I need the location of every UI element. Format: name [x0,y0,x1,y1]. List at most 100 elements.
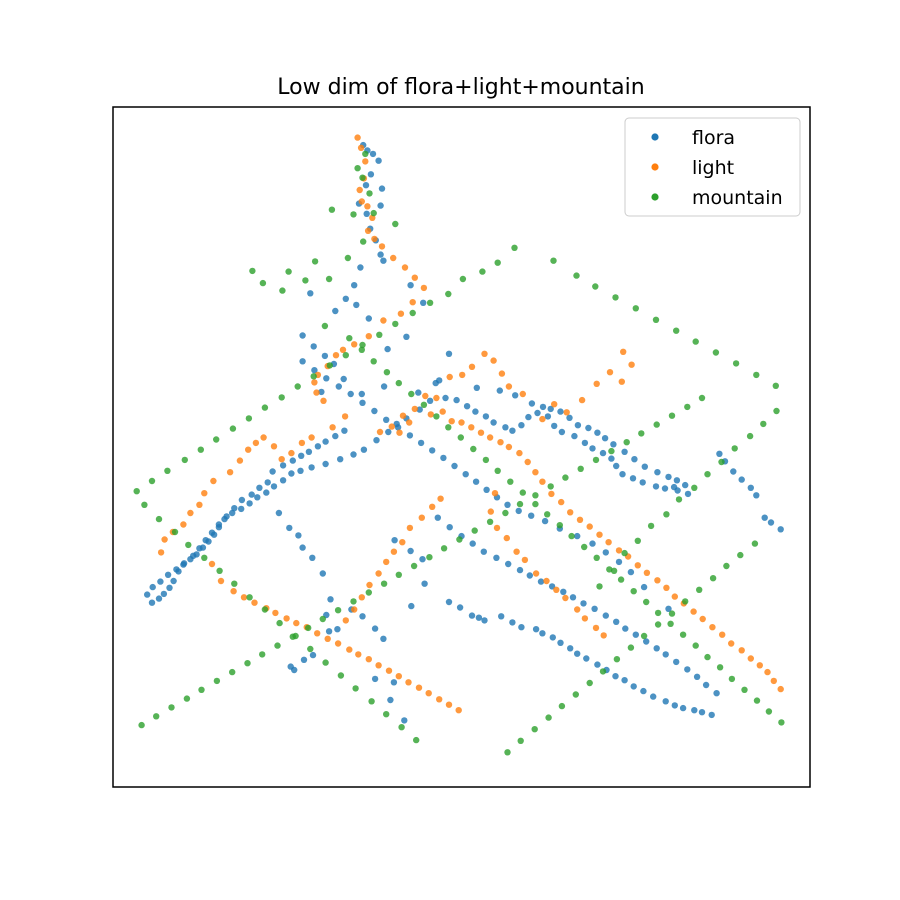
point-mountain [640,632,648,640]
point-light [777,685,784,693]
point-flora [622,625,629,632]
point-flora [342,295,349,302]
point-flora [288,470,295,477]
point-flora [380,635,387,642]
point-mountain [305,624,312,632]
point-flora [557,408,564,415]
point-flora [434,514,441,521]
point-light [663,584,670,591]
point-light [505,443,513,451]
point-mountain [654,621,662,628]
point-light [455,707,462,714]
point-mountain [502,509,509,517]
point-flora [518,422,525,429]
point-flora [610,441,617,448]
point-mountain [354,165,361,172]
point-flora [480,548,487,555]
point-mountain [577,465,584,472]
point-mountain [773,407,780,415]
point-flora [307,290,314,297]
point-flora [299,358,306,365]
point-flora [453,396,460,404]
point-mountain [153,713,160,720]
point-light [600,632,607,639]
point-light [487,508,494,515]
point-flora [323,375,330,382]
point-mountain [380,580,388,587]
point-mountain [545,714,552,721]
point-flora [619,471,626,478]
point-flora [359,399,366,406]
point-light [513,548,520,555]
point-light [397,310,405,317]
point-mountain [213,677,221,685]
point-light [420,284,428,292]
point-light [380,317,387,324]
point-mountain [647,522,655,530]
point-light [486,434,494,441]
point-mountain [632,305,639,312]
point-mountain [573,272,580,279]
point-light [366,581,373,589]
point-flora [351,282,358,289]
point-light [240,594,248,601]
point-light [365,656,372,663]
point-mountain [285,268,292,275]
point-flora [385,428,392,436]
point-flora [591,605,598,612]
point-mountain [359,341,366,349]
point-flora [310,343,317,350]
point-light [491,490,499,497]
point-mountain [572,691,579,698]
point-flora [502,424,509,431]
point-light [411,405,418,413]
point-flora [490,419,497,426]
point-mountain [334,607,342,614]
point-light [481,350,488,357]
point-flora [335,383,342,390]
point-light [341,413,349,420]
point-mountain [630,588,637,595]
point-light [516,449,523,457]
point-mountain [321,322,329,330]
point-flora [371,675,379,683]
point-light [334,640,342,647]
point-flora [373,437,380,444]
point-flora [613,618,620,625]
point-flora [641,463,648,470]
point-flora [505,560,512,568]
point-light [699,615,706,623]
point-light [605,539,612,546]
point-light [505,383,513,390]
point-flora [445,598,453,606]
point-mountain [408,390,415,398]
point-mountain [213,436,220,443]
point-mountain [709,575,717,582]
point-flora [537,578,545,585]
point-light [356,186,363,194]
point-flora [463,403,471,410]
point-mountain [410,562,418,570]
point-light [671,593,678,600]
point-flora [525,413,532,421]
point-light [342,617,349,624]
point-flora [451,462,458,470]
point-flora [286,524,293,532]
point-flora [341,427,348,434]
point-mountain [456,536,463,543]
point-flora [378,185,386,192]
point-flora [309,651,317,659]
point-mountain [760,420,767,428]
point-light [539,415,546,423]
point-mountain [413,736,420,744]
point-flora [571,432,578,440]
point-light [346,646,353,653]
point-flora [415,389,422,396]
point-flora [574,422,582,429]
point-mountain [259,279,267,287]
point-mountain [216,567,223,574]
point-mountain [596,583,603,590]
point-mountain [274,642,281,649]
point-light [324,635,331,642]
